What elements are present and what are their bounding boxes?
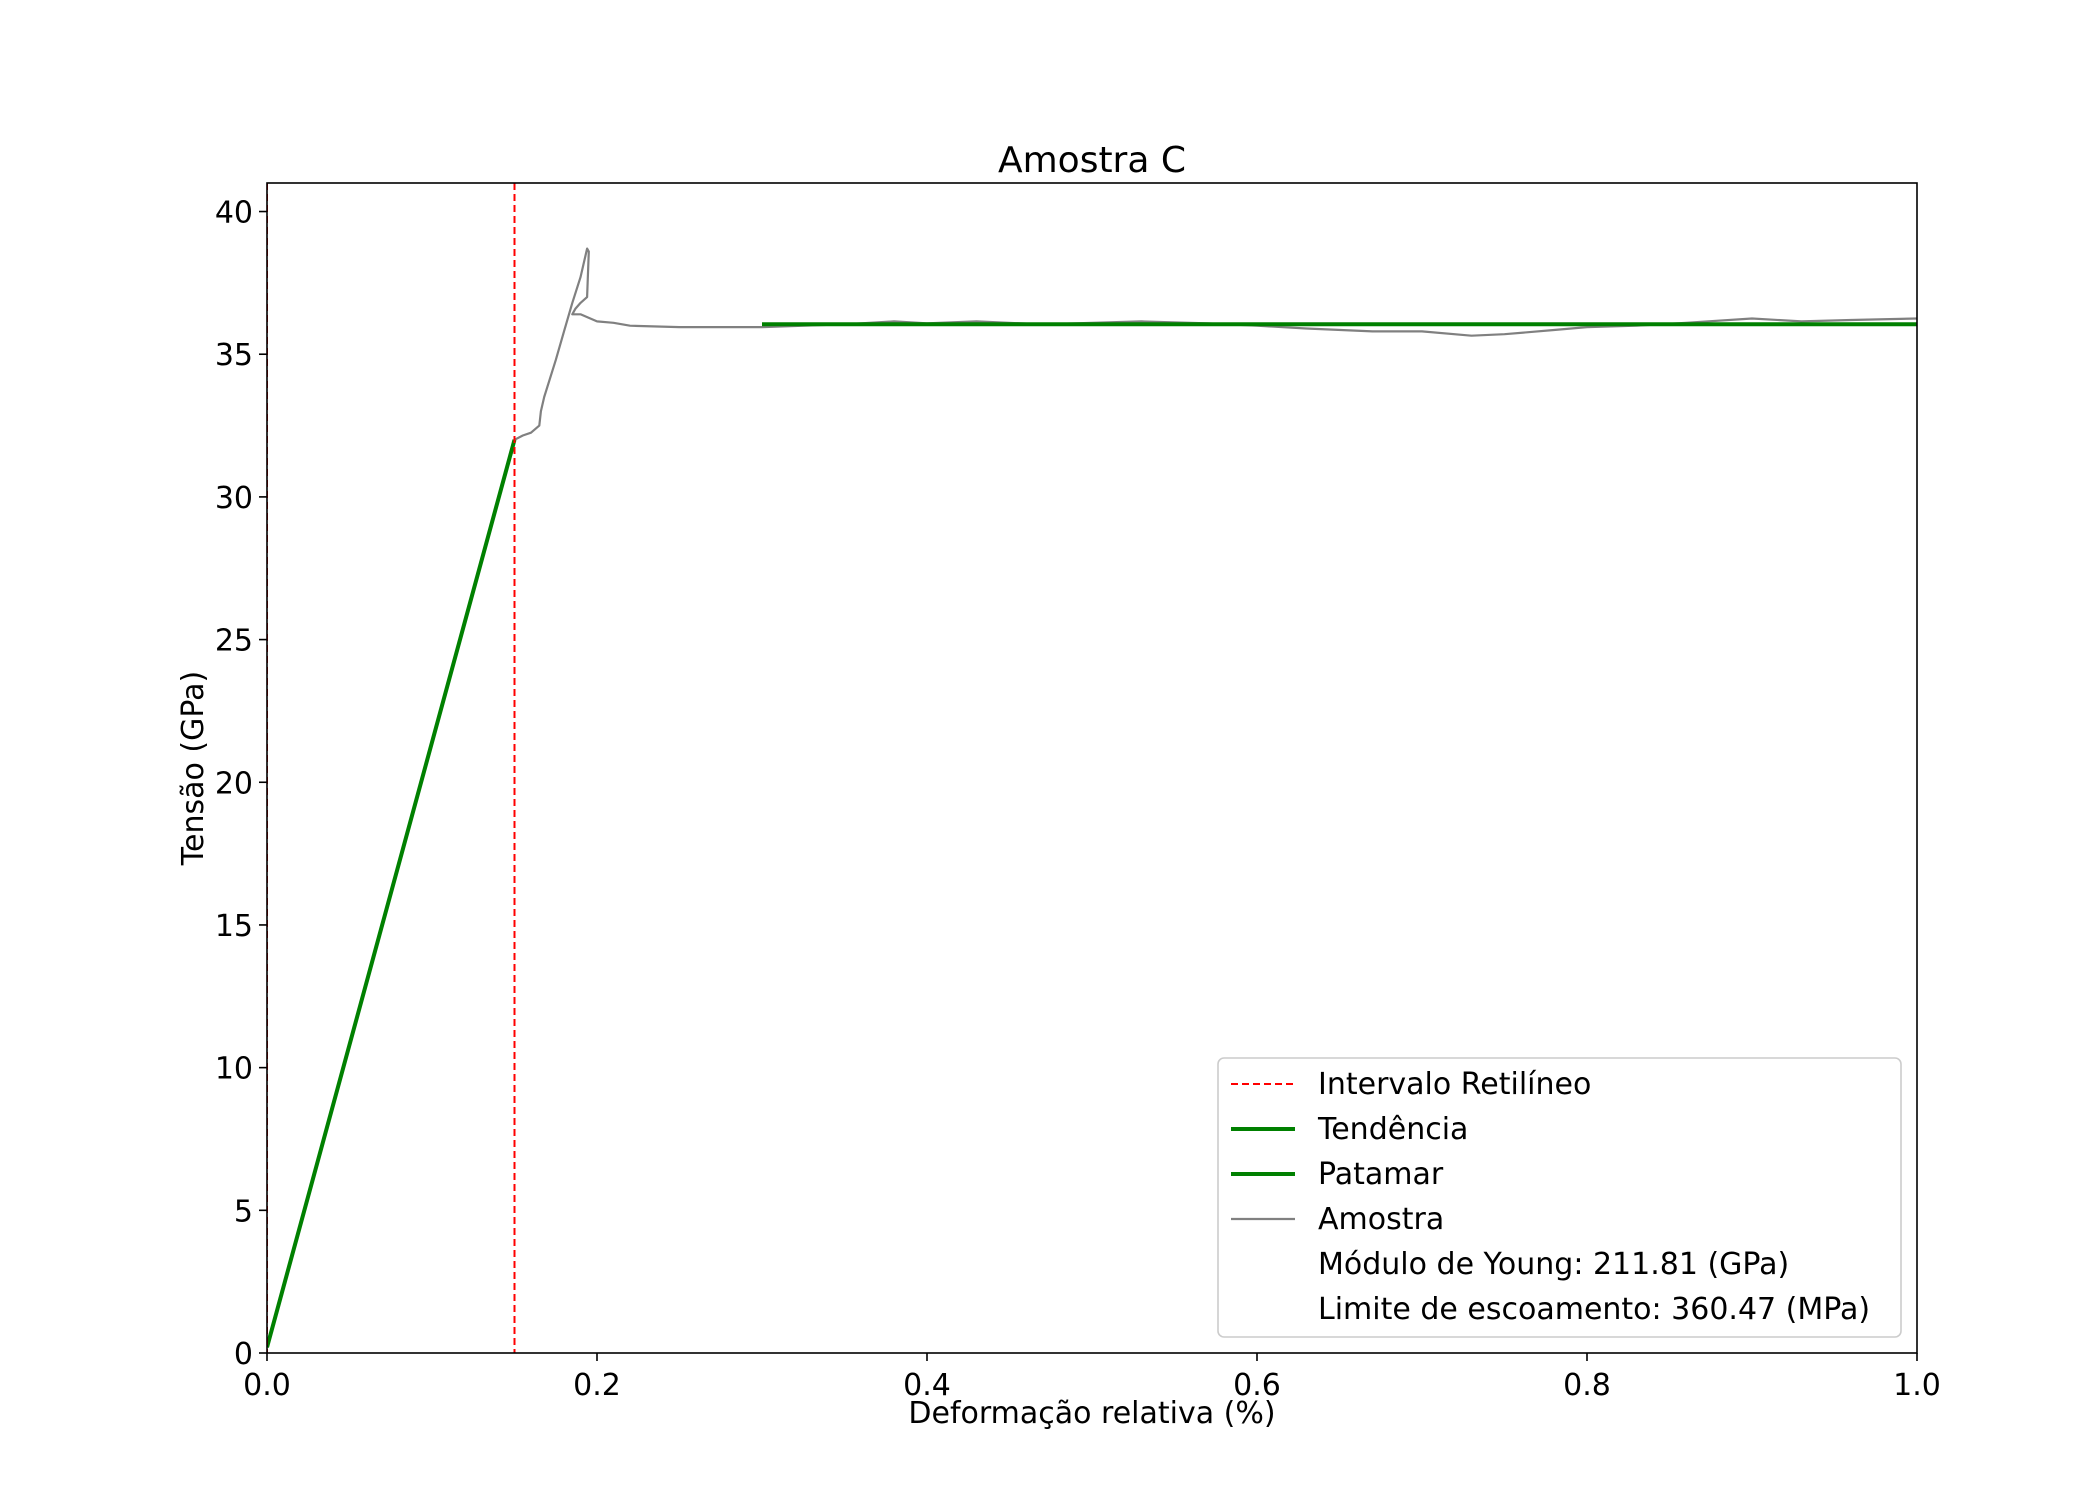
x-tick-label: 0.6 <box>1233 1368 1281 1403</box>
x-axis: 0.0 0.2 0.4 0.6 0.8 1.0 <box>243 1353 1941 1403</box>
y-axis-title: Tensão (GPa) <box>176 671 211 866</box>
series-layer <box>267 183 1917 1353</box>
plot-frame <box>266 182 1918 1354</box>
y-tick-label: 35 <box>215 338 253 373</box>
x-tick-label: 0.4 <box>903 1368 951 1403</box>
x-axis-title: Deformação relativa (%) <box>908 1396 1275 1431</box>
y-axis: 0 5 10 15 20 25 30 35 40 <box>215 196 267 1372</box>
legend-label-amostra: Amostra <box>1318 1202 1444 1237</box>
x-tick-label: 0.2 <box>573 1368 621 1403</box>
x-tick-label: 0.8 <box>1563 1368 1611 1403</box>
x-tick-label: 1.0 <box>1893 1368 1941 1403</box>
y-tick-label: 0 <box>234 1337 253 1372</box>
legend-annotation: Limite de escoamento: 360.47 (MPa) <box>1318 1292 1870 1327</box>
y-tick-label: 15 <box>215 909 253 944</box>
y-tick-label: 40 <box>215 196 253 231</box>
legend-frame <box>1217 1057 1902 1338</box>
legend-label-intervalo-retilineo: Intervalo Retilíneo <box>1318 1067 1591 1102</box>
legend-label-tendencia: Tendência <box>1317 1112 1468 1147</box>
y-tick-label: 25 <box>215 624 253 659</box>
y-tick-label: 30 <box>215 481 253 516</box>
y-tick-label: 20 <box>215 766 253 801</box>
x-tick-label: 0.0 <box>243 1368 291 1403</box>
chart-title: Amostra C <box>998 140 1186 181</box>
legend-annotation: Módulo de Young: 211.81 (GPa) <box>1318 1247 1789 1282</box>
legend-label-patamar: Patamar <box>1318 1157 1444 1192</box>
y-tick-label: 10 <box>215 1052 253 1087</box>
legend: Intervalo Retilíneo Tendência Patamar Amost… <box>1217 1057 1902 1338</box>
series-tendencia-line <box>267 439 517 1348</box>
series-amostra-line <box>267 247 1917 1348</box>
y-tick-label: 5 <box>234 1194 253 1229</box>
